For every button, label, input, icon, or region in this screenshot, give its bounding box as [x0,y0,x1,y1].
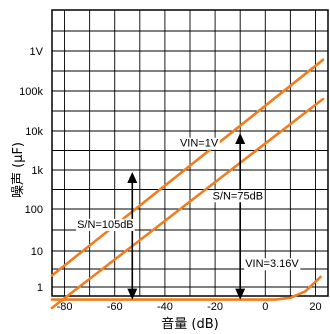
annotation-background [244,258,301,271]
annotation: S/N=75dB [211,190,265,203]
annotation-text: S/N=75dB [213,190,263,202]
annotation-background [211,190,265,203]
tick-labels: -80 -60 -40 -20 0 20 1 10 100 1k 10k 100k 1V [19,46,321,313]
sn-arrow-head-up [235,132,246,144]
annotation-text: VIN=3.16V [245,258,299,270]
x-tick-label: -80 [57,301,73,313]
annotation: VIN=3.16V [244,258,301,271]
x-tick-label: -60 [107,301,123,313]
y-tick-label: 1 [37,282,43,294]
sn-arrow-head-down [127,288,138,300]
grid [51,9,329,297]
y-tick-label: 10k [25,126,43,138]
y-tick-label: 100 [25,204,43,216]
y-tick-label: 100k [19,86,43,98]
arrows-group [127,132,246,300]
annotation-text: S/N=105dB [77,219,134,231]
annotation-background [76,218,135,231]
y-tick-label: 1k [31,165,43,177]
sn-arrow-head-up [127,171,138,183]
x-axis-title: 音量 (dB) [161,316,218,332]
series-line-1 [50,58,325,277]
y-axis-title: 噪声 (μF) [11,142,26,198]
series-line-2 [50,97,325,310]
sn-arrow-head-down [235,288,246,300]
y-tick-label: 10 [31,246,43,258]
series-line-3 [50,275,322,301]
x-tick-label: -20 [207,301,223,313]
x-tick-label: 20 [309,301,321,313]
annotation: S/N=105dB [76,218,135,231]
annotation-background [178,137,220,150]
x-tick-label: 0 [262,301,268,313]
annotation: VIN=1V [178,137,220,150]
annotations-group: VIN=1V S/N=75dB S/N=105dB VIN=3.16V [76,137,301,271]
x-tick-label: -40 [157,301,173,313]
series-group [50,58,325,310]
y-tick-label: 1V [30,46,44,58]
annotation-text: VIN=1V [180,138,219,150]
